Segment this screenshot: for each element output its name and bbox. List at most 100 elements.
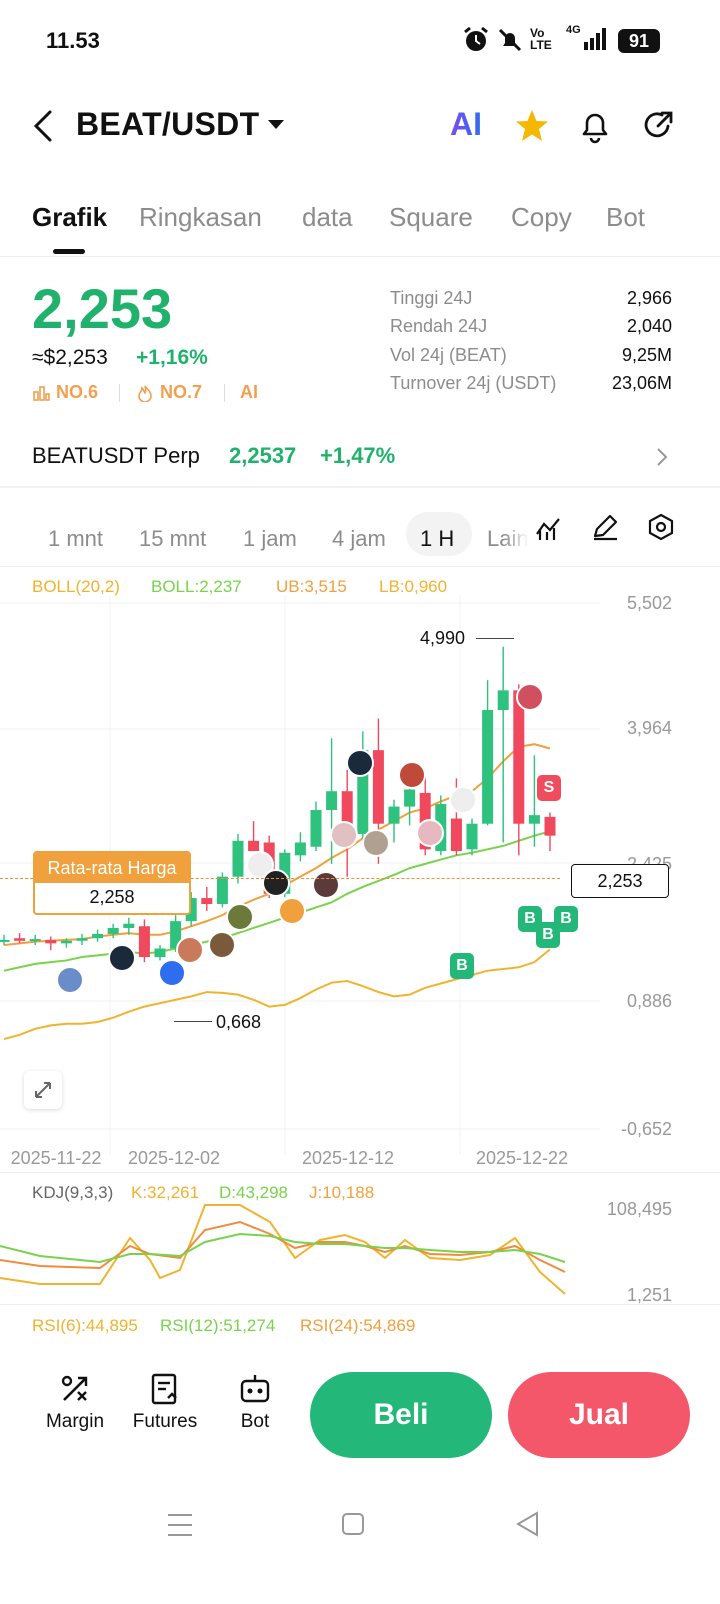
boll-lower-line bbox=[3, 830, 551, 972]
interval-1m[interactable]: 1 mnt bbox=[48, 526, 104, 551]
header: AI bbox=[0, 90, 720, 170]
candle-body bbox=[326, 791, 338, 811]
rank-chart-icon bbox=[33, 385, 50, 401]
avg-price-title: Rata-rata Harga bbox=[35, 853, 189, 883]
pair-dropdown-icon[interactable] bbox=[266, 118, 286, 132]
flame-icon bbox=[138, 385, 152, 402]
y-tick-label: -0,652 bbox=[621, 1119, 672, 1139]
margin-label: Margin bbox=[45, 1411, 105, 1432]
indicator-icon[interactable] bbox=[534, 514, 562, 542]
x-tick-label: 2025-12-22 bbox=[476, 1148, 568, 1168]
back-icon[interactable] bbox=[30, 108, 56, 144]
candle-body bbox=[0, 939, 10, 942]
candle-body bbox=[294, 842, 306, 856]
fullscreen-button[interactable] bbox=[24, 1071, 62, 1109]
back-nav-icon[interactable] bbox=[513, 1510, 541, 1538]
y-tick-label: 5,502 bbox=[627, 595, 672, 613]
stat-value: 9,25M bbox=[621, 345, 672, 365]
x-tick-label: 2025-12-02 bbox=[128, 1148, 220, 1168]
candle-body bbox=[123, 923, 135, 928]
futures-label: Futures bbox=[132, 1411, 198, 1432]
kdj-name: KDJ(9,3,3) bbox=[32, 1183, 114, 1202]
stat-value: 2,040 bbox=[626, 316, 672, 336]
stat-label: Turnover 24j (USDT) bbox=[390, 373, 557, 393]
buy-marker[interactable]: B bbox=[554, 906, 578, 932]
chevron-right-icon bbox=[657, 448, 668, 466]
tab-square[interactable]: Square bbox=[389, 202, 473, 232]
trader-avatar bbox=[262, 869, 290, 897]
tab-bot[interactable]: Bot bbox=[606, 202, 646, 232]
interval-4h[interactable]: 4 jam bbox=[332, 526, 386, 551]
divider bbox=[0, 566, 720, 567]
futures-button[interactable]: Futures bbox=[130, 1372, 200, 1433]
tab-ringkasan[interactable]: Ringkasan bbox=[139, 202, 262, 232]
trader-avatar bbox=[416, 819, 444, 847]
candle-body bbox=[341, 791, 353, 826]
pair-title[interactable]: BEAT/USDT bbox=[76, 106, 260, 142]
ai-assistant-button[interactable]: AI bbox=[450, 106, 482, 142]
x-tick-label: 2025-12-12 bbox=[302, 1148, 394, 1168]
share-icon[interactable] bbox=[640, 108, 676, 144]
low-marker-line bbox=[174, 1021, 212, 1022]
candle-body bbox=[248, 840, 260, 852]
price-change: +1,16% bbox=[136, 346, 208, 369]
sell-marker[interactable]: S bbox=[537, 775, 561, 801]
perp-row[interactable]: BEATUSDT Perp 2,2537 +1,47% bbox=[0, 430, 720, 492]
notification-bell-icon[interactable] bbox=[578, 108, 612, 144]
trader-avatar bbox=[108, 944, 136, 972]
home-icon[interactable] bbox=[341, 1512, 367, 1538]
candle-body bbox=[466, 823, 478, 850]
x-tick-label: 2025-11-22 bbox=[11, 1148, 102, 1168]
active-interval-bg bbox=[406, 512, 472, 556]
candle-body bbox=[528, 815, 540, 824]
sell-label: Jual bbox=[568, 1398, 630, 1431]
status-time: 11.53 bbox=[46, 28, 100, 53]
candle-body bbox=[216, 876, 228, 905]
signal-icon bbox=[584, 28, 606, 50]
last-price: 2,253 bbox=[32, 277, 173, 340]
interval-1h[interactable]: 1 jam bbox=[243, 526, 297, 551]
candle-body bbox=[138, 926, 150, 958]
favorite-star-icon[interactable] bbox=[514, 108, 550, 144]
interval-1d[interactable]: 1 H bbox=[420, 526, 455, 551]
candle-body bbox=[388, 806, 400, 824]
ai-tag[interactable]: AI bbox=[240, 382, 258, 402]
tab-data[interactable]: data bbox=[302, 202, 353, 232]
rank-badge-2[interactable]: NO.7 bbox=[136, 382, 202, 403]
avg-price-value: 2,258 bbox=[89, 887, 135, 907]
stat-label: Tinggi 24J bbox=[390, 288, 473, 308]
candle-body bbox=[170, 921, 182, 949]
stat-value: 23,06M bbox=[611, 373, 672, 393]
tab-grafik[interactable]: Grafik bbox=[32, 202, 108, 232]
candle-body bbox=[154, 948, 166, 958]
rsi24-value: RSI(24):54,869 bbox=[300, 1316, 416, 1335]
tab-copy[interactable]: Copy bbox=[511, 202, 572, 232]
margin-button[interactable]: Margin bbox=[40, 1372, 110, 1433]
buy-marker[interactable]: B bbox=[450, 953, 474, 979]
kdj-d-value: D:43,298 bbox=[219, 1183, 288, 1202]
draw-pencil-icon[interactable] bbox=[590, 512, 620, 542]
trader-avatar bbox=[158, 959, 186, 987]
stat-label: Rendah 24J bbox=[390, 316, 488, 336]
margin-icon bbox=[61, 1375, 88, 1401]
recent-apps-icon[interactable] bbox=[166, 1512, 194, 1538]
trader-avatar bbox=[56, 966, 84, 994]
kdj-chart bbox=[0, 1204, 566, 1295]
candle-body bbox=[232, 840, 244, 877]
chart-settings-icon[interactable] bbox=[646, 512, 676, 542]
alarm-icon bbox=[464, 26, 488, 51]
interval-15m[interactable]: 15 mnt bbox=[139, 526, 207, 551]
interval-more[interactable]: Lain bbox=[487, 526, 529, 551]
network-label: 4G bbox=[566, 24, 581, 36]
buy-button[interactable]: Beli bbox=[310, 1372, 492, 1458]
candle-body bbox=[92, 933, 104, 939]
bot-button[interactable]: Bot bbox=[220, 1372, 290, 1433]
futures-icon bbox=[151, 1373, 177, 1405]
bot-icon bbox=[240, 1375, 270, 1403]
candle-body bbox=[185, 898, 197, 922]
rsi6-value: RSI(6):44,895 bbox=[32, 1316, 138, 1335]
rank-badge-1[interactable]: NO.6 bbox=[32, 382, 98, 403]
candle-body bbox=[76, 938, 88, 941]
sell-button[interactable]: Jual bbox=[508, 1372, 690, 1458]
